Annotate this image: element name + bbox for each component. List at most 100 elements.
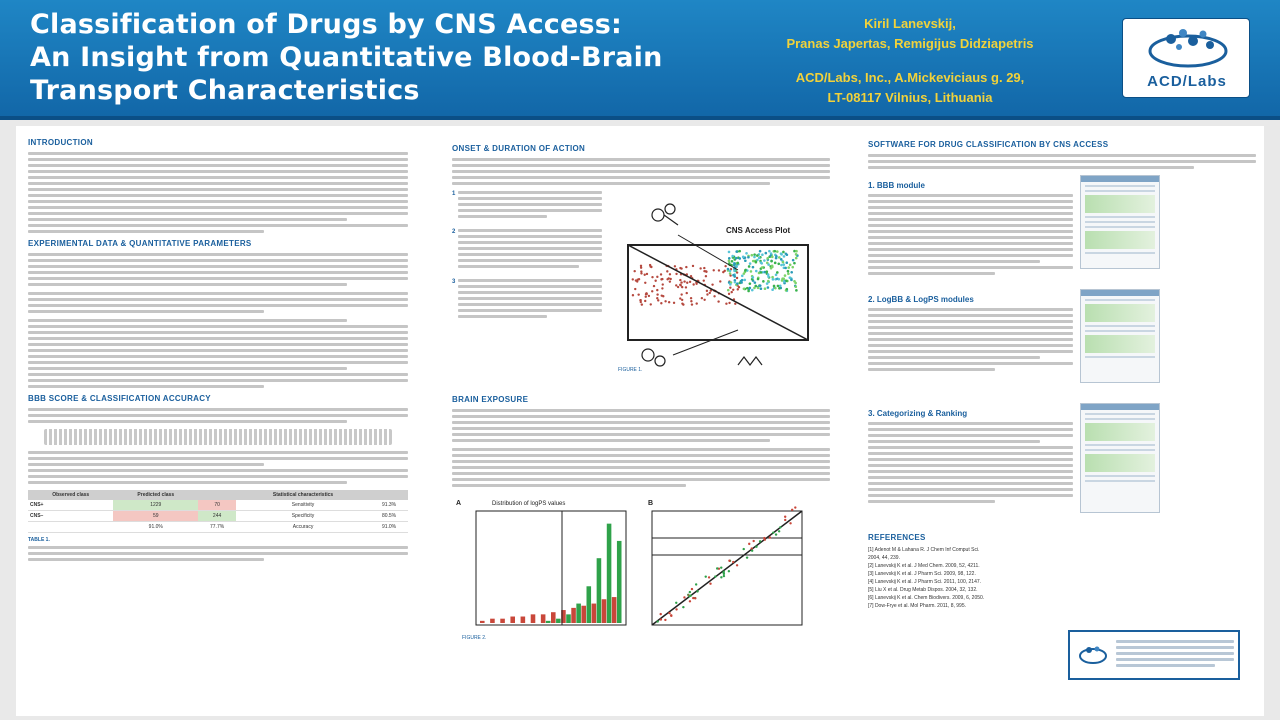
- scatter-point: [781, 260, 785, 264]
- poster-header: Classification of Drugs by CNS Access: A…: [0, 0, 1280, 120]
- figure-caption-2: FIGURE 2.: [462, 635, 486, 641]
- list-item: 2: [452, 229, 602, 271]
- scatter-point: [684, 286, 688, 289]
- bar: [545, 620, 551, 623]
- onset-bullets: 1 2 3: [452, 191, 602, 329]
- scatter-point: [765, 270, 769, 273]
- scatter-point: [694, 583, 698, 586]
- scatter-point: [649, 303, 652, 306]
- experimental-text: [28, 253, 408, 286]
- reference-item: [7] Dow-Frye et al. Mol Pharm. 2011, 8, …: [868, 603, 967, 609]
- scatter-point: [722, 570, 725, 573]
- scatter-point: [755, 545, 758, 548]
- scatter-point: [717, 300, 720, 303]
- scatter-point: [733, 278, 737, 282]
- footer-logo-box: [1068, 630, 1240, 680]
- scatter-point: [703, 269, 706, 273]
- scatter-point: [690, 300, 693, 303]
- figure-caption-1: FIGURE 1.: [618, 367, 642, 373]
- bar: [591, 603, 597, 623]
- scatter-point: [692, 283, 695, 286]
- scatter-point: [654, 279, 657, 282]
- cns-access-plot: CNS Access Plot FIGURE 1.: [618, 195, 830, 375]
- scatter-point: [751, 265, 755, 269]
- classification-table: Observed class Predicted class Statistic…: [28, 490, 408, 533]
- scatter-point: [748, 542, 751, 546]
- scatter-point: [688, 600, 692, 603]
- scatter-point: [794, 256, 798, 260]
- scatter-point: [785, 279, 788, 283]
- affiliation-line-2: LT-08117 Vilnius, Lithuania: [827, 90, 993, 105]
- scatter-point: [756, 258, 759, 262]
- scatter-point: [795, 289, 798, 292]
- scatter-point: [734, 302, 737, 305]
- authors: Kiril Lanevskij, Pranas Japertas, Remigi…: [730, 14, 1090, 108]
- reference-item: [1] Adenot M & Lahana R. J Chem Inf Comp…: [868, 547, 980, 553]
- bar: [551, 612, 556, 623]
- bar: [601, 599, 607, 623]
- scatter-point: [779, 526, 782, 529]
- scatter-point: [740, 274, 744, 278]
- scatter-point: [753, 286, 756, 290]
- scatter-point: [667, 277, 670, 280]
- scatter-point: [690, 303, 694, 306]
- molecule-structure-icon: [641, 203, 763, 367]
- title-line-3: Transport Characteristics: [30, 75, 420, 106]
- molecule-logo-icon: [1148, 29, 1228, 68]
- scatter-point: [659, 618, 663, 621]
- scatter-point: [756, 277, 760, 281]
- scatter-point: [659, 612, 662, 616]
- scatter-point: [683, 280, 686, 283]
- scatter-point: [634, 287, 637, 291]
- scatter-point: [675, 601, 678, 604]
- scatter-point: [735, 271, 739, 274]
- scatter-point: [750, 288, 754, 292]
- scatter-point: [688, 280, 692, 284]
- scatter-point: [744, 269, 747, 272]
- scatter-point: [787, 272, 790, 276]
- scatter-points: [656, 506, 797, 623]
- scatter-point: [739, 279, 743, 283]
- scatter-point: [696, 590, 699, 593]
- scatter-point: [788, 276, 792, 279]
- bar: [596, 558, 602, 623]
- scatter-point: [759, 287, 763, 291]
- scatter-point: [659, 273, 663, 276]
- bar: [500, 618, 505, 623]
- reference-item: [6] Lanevskij K et al. Chem Biodivers. 2…: [868, 595, 985, 601]
- table-caption: TABLE 1.: [28, 537, 50, 543]
- scatter-point: [757, 256, 761, 260]
- scatter-point: [709, 289, 713, 292]
- scatter-point: [793, 261, 796, 265]
- scatter-point: [713, 295, 716, 298]
- scatter-point: [730, 259, 734, 263]
- scatter-point: [703, 298, 706, 301]
- scatter-point: [785, 261, 789, 264]
- scatter-point: [780, 263, 783, 267]
- column-right: SOFTWARE FOR DRUG CLASSIFICATION BY CNS …: [868, 134, 1256, 611]
- bar: [510, 616, 515, 623]
- reference-item: [5] Liu X et al. Drug Metab Dispos. 2004…: [868, 587, 978, 593]
- scatter-point: [789, 522, 792, 525]
- reference-item: [3] Lanevskij K et al. J Pharm Sci. 2009…: [868, 571, 976, 577]
- scatter-point: [769, 252, 773, 255]
- feature-categorizing: 3. Categorizing & Ranking: [868, 403, 1256, 523]
- scatter-point: [766, 279, 770, 283]
- scatter-point: [631, 278, 634, 281]
- scatter-point: [730, 290, 733, 294]
- scatter-point: [751, 276, 755, 279]
- list-item: 1: [452, 191, 602, 221]
- scatter-point: [749, 270, 753, 273]
- scatter-point: [771, 275, 774, 279]
- scatter-point: [685, 291, 688, 295]
- scatter-point: [732, 288, 735, 291]
- scatter-point: [791, 265, 795, 269]
- scatter-point: [741, 255, 745, 259]
- scatter-point: [670, 614, 673, 618]
- scatter-point: [734, 256, 738, 260]
- scatter-point: [631, 294, 635, 297]
- scatter-point: [666, 270, 669, 273]
- scatter-point: [707, 576, 711, 579]
- scatter-point: [758, 540, 762, 543]
- scatter-point: [733, 262, 737, 266]
